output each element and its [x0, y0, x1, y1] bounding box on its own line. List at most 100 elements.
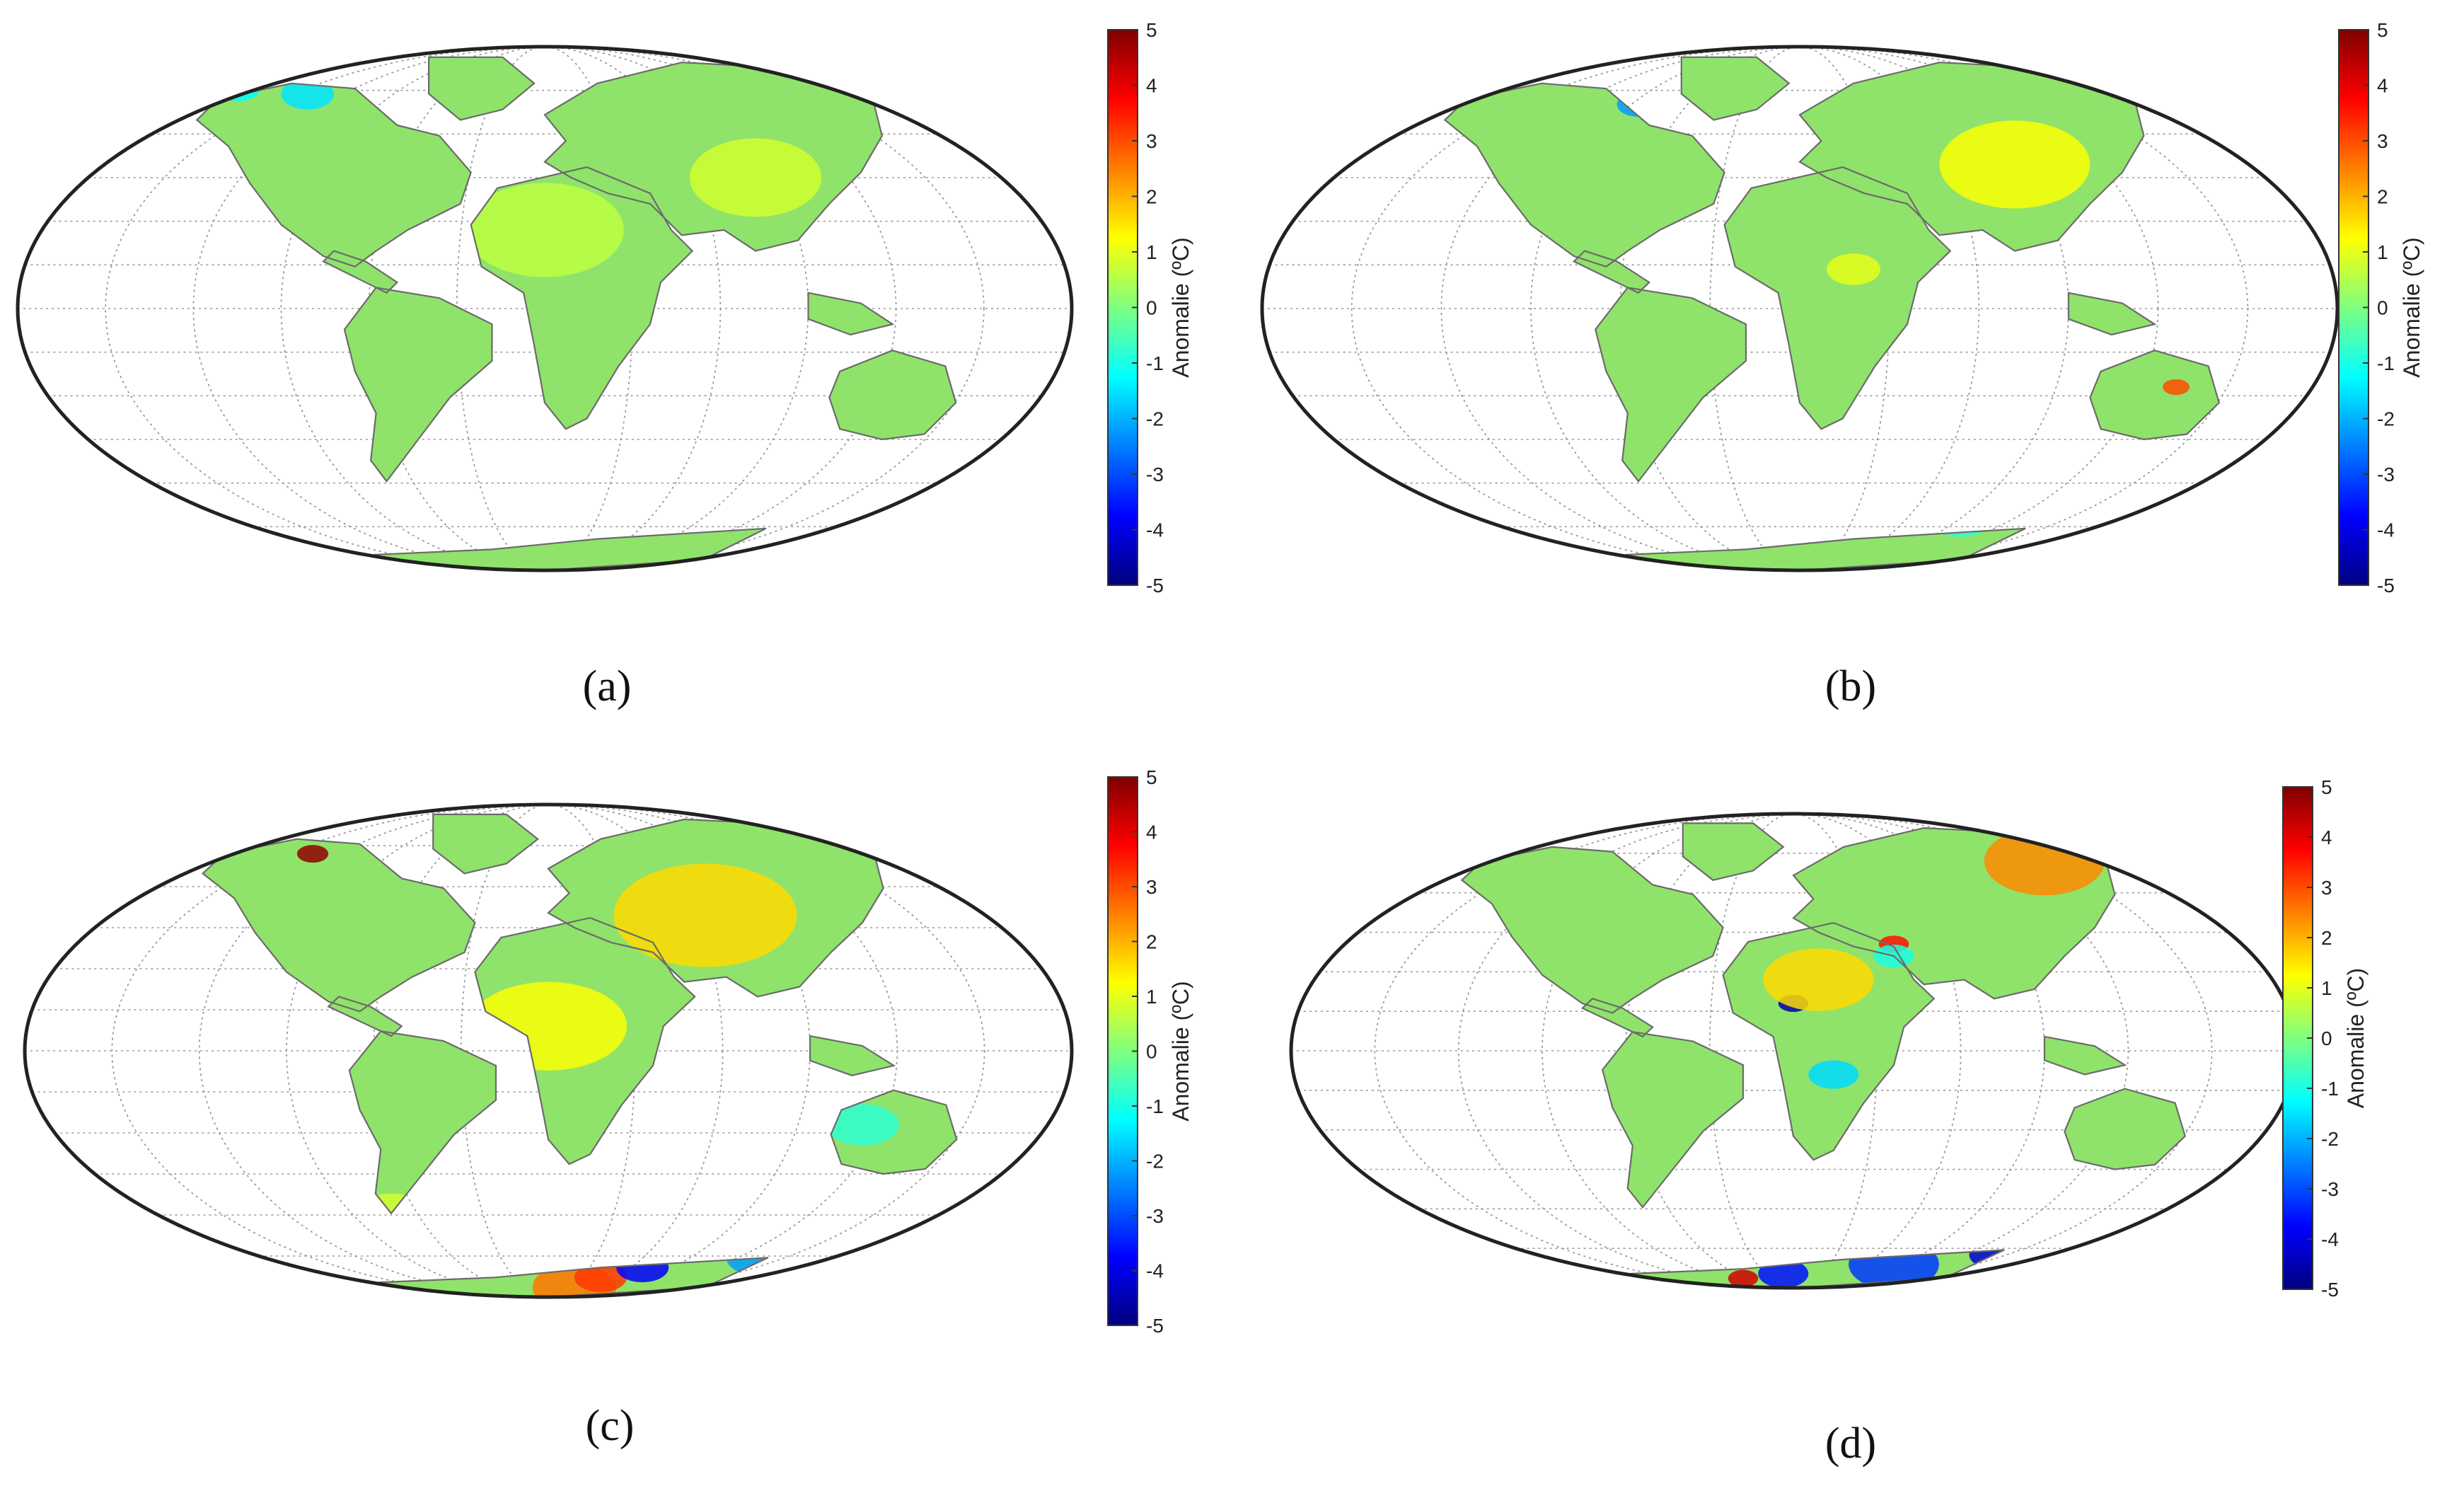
colorbar-tick-label: -2	[2377, 408, 2395, 430]
colorbar-tick-label: 1	[2377, 241, 2388, 263]
coastline-north-america	[195, 82, 472, 268]
colorbar: 5 4 3 2 1 0 -1 -2 -3 -4 -5 Anomalie (ºC)	[2338, 19, 2424, 597]
coastline-africa	[1722, 921, 1936, 1161]
colorbar-tick-label: 4	[2377, 75, 2388, 97]
coastline-greenland	[1682, 822, 1785, 881]
anomaly-patch	[197, 538, 208, 570]
colorbar-tick-label: -2	[1146, 408, 1164, 430]
coastline-africa	[1723, 166, 1952, 430]
colorbar-tick-label: 1	[1146, 986, 1157, 1008]
coastline-greenland	[427, 56, 536, 121]
colorbar-label: Anomalie (ºC)	[2399, 237, 2424, 377]
coastline-africa	[474, 916, 696, 1165]
colorbar-tick-label: -5	[2321, 1279, 2339, 1301]
anomaly-patch	[2163, 379, 2190, 396]
colorbar: 5 4 3 2 1 0 -1 -2 -3 -4 -5 Anomalie (ºC)	[2282, 776, 2368, 1301]
meridian-line	[105, 47, 985, 570]
anomaly-patch	[1763, 948, 1874, 1011]
coastline-australia	[830, 1089, 958, 1175]
coastline-greenland	[432, 813, 539, 875]
coastline-africa	[470, 166, 694, 430]
map-panel-d: 5 4 3 2 1 0 -1 -2 -3 -4 -5 Anomalie (ºC) (d)	[1289, 776, 2368, 1468]
coastline-central-america	[1580, 998, 1654, 1038]
colorbar-tick-label: -4	[1146, 1260, 1164, 1282]
colorbar-tick-label: -1	[1146, 1095, 1164, 1117]
coastline-central-america	[1572, 250, 1650, 294]
colorbar-tick-label: -3	[1146, 1205, 1164, 1227]
colorbar-tick-label: 0	[1146, 297, 1157, 319]
colorbar-tick-label: -1	[2321, 1078, 2339, 1100]
map-frame	[1260, 45, 2339, 572]
coastline-australia	[2089, 350, 2221, 441]
colorbar-tick-label: -1	[2377, 352, 2395, 374]
colorbar-tick-label: 2	[1146, 931, 1157, 953]
anomaly-patch	[465, 183, 624, 277]
colorbar-tick-label: -4	[1146, 519, 1164, 541]
coastline-australia	[2064, 1088, 2187, 1170]
coastline-south-america	[348, 1030, 497, 1215]
meridian-line	[1374, 814, 2213, 1288]
colorbar-tick-label: 0	[2321, 1027, 2332, 1049]
anomaly-patch	[1728, 1269, 1759, 1287]
map-panel-c: 5 4 3 2 1 0 -1 -2 -3 -4 -5 Anomalie (ºC) (c)	[23, 766, 1193, 1450]
map-body	[25, 805, 1072, 1297]
coastline-southeast-asia	[2043, 1035, 2127, 1076]
colorbar-tick-label: -1	[1146, 352, 1164, 374]
colorbar-tick-label: 3	[2377, 130, 2388, 152]
anomaly-patch	[1939, 120, 2090, 209]
coastline-south-america	[1601, 1031, 1745, 1209]
colorbar-tick-label: -5	[1146, 575, 1164, 597]
map-body	[18, 47, 1072, 570]
anomaly-patch	[613, 863, 797, 967]
coastline-north-america	[201, 838, 476, 1013]
meridian-line	[1350, 47, 2249, 570]
coastline-north-america	[1443, 82, 1725, 268]
map-panel-a: 5 4 3 2 1 0 -1 -2 -3 -4 -5 Anomalie (ºC) (a)	[16, 19, 1193, 710]
colorbar-tick-label: 3	[2321, 877, 2332, 899]
colorbar-tick-label: 0	[2377, 297, 2388, 319]
coastline-southeast-asia	[807, 292, 895, 336]
map-frame	[23, 802, 1074, 1299]
meridian-line	[1457, 814, 2129, 1288]
meridian-line	[198, 805, 898, 1297]
coastline-north-america	[1460, 846, 1724, 1014]
panel-label: (a)	[583, 662, 632, 710]
colorbar-label: Anomalie (ºC)	[1168, 237, 1193, 377]
colorbar-tick-label: 3	[1146, 130, 1157, 152]
anomaly-patch	[296, 845, 329, 863]
coastline-greenland	[1680, 56, 1791, 121]
coastline-southeast-asia	[809, 1035, 896, 1076]
coastline-central-america	[327, 996, 403, 1037]
coastline-south-america	[1595, 287, 1747, 483]
colorbar: 5 4 3 2 1 0 -1 -2 -3 -4 -5 Anomalie (ºC)	[1107, 766, 1193, 1337]
colorbar-tick-label: 4	[1146, 822, 1157, 843]
colorbar-tick-label: 0	[1146, 1041, 1157, 1063]
colorbar-tick-label: 5	[1146, 19, 1157, 41]
colorbar-tick-label: 1	[2321, 977, 2332, 999]
colorbar-tick-label: -5	[1146, 1315, 1164, 1337]
anomaly-patch	[1984, 826, 2105, 896]
anomaly-patch	[574, 1262, 627, 1293]
anomaly-patch	[826, 1104, 899, 1146]
colorbar-tick-label: -2	[1146, 1151, 1164, 1173]
colorbar-label: Anomalie (ºC)	[2343, 968, 2368, 1108]
panel-label: (b)	[1825, 662, 1876, 710]
colorbar-tick-label: 5	[1146, 766, 1157, 788]
coastline-australia	[828, 350, 957, 441]
meridian-line	[1440, 47, 2159, 570]
meridian-line	[373, 805, 724, 1297]
meridian-line	[192, 47, 897, 570]
colorbar-tick-label: -4	[2321, 1228, 2339, 1250]
colorbar-tick-label: -2	[2321, 1128, 2339, 1150]
map-body	[1291, 814, 2296, 1288]
colorbar-tick-label: 3	[1146, 876, 1157, 898]
colorbar-tick-label: 1	[1146, 241, 1157, 263]
colorbar: 5 4 3 2 1 0 -1 -2 -3 -4 -5 Anomalie (ºC)	[1107, 19, 1193, 597]
colorbar-tick-label: -3	[1146, 463, 1164, 485]
colorbar-tick-label: -5	[2377, 575, 2395, 597]
colorbar-tick-label: 2	[2377, 186, 2388, 208]
anomaly-patch	[1542, 550, 1574, 570]
colorbar-tick-label: -4	[2377, 519, 2395, 541]
